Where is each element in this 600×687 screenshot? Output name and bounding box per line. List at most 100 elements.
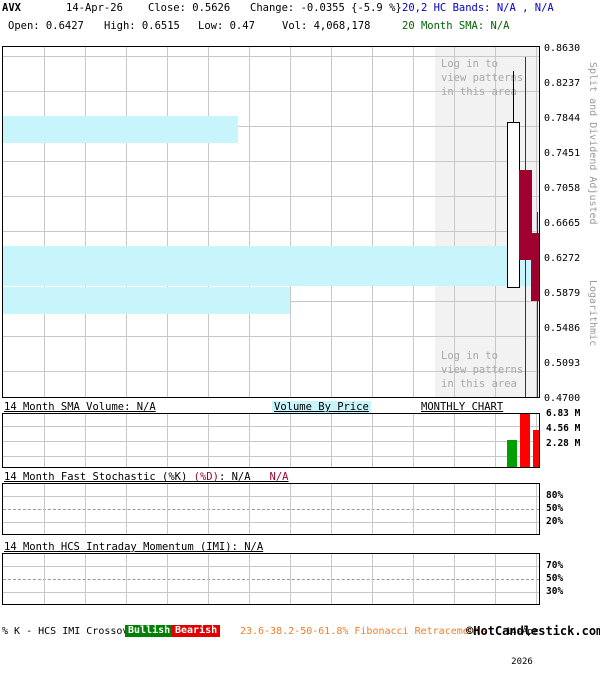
gridline-v (126, 484, 127, 534)
gridline-v (536, 554, 537, 604)
gridline-v (331, 554, 332, 604)
gridline-h (3, 126, 539, 127)
chart-period-label: MONTHLY CHART (421, 401, 504, 413)
imi-panel-title: 14 Month HCS Intraday Momentum (IMI): N/… (4, 541, 264, 553)
gridline-v (290, 484, 291, 534)
gridline-v (167, 484, 168, 534)
brand-watermark: ©HotCandlestick.com (466, 624, 600, 638)
gridline-v (454, 554, 455, 604)
x-axis-date-line2: 2026 (511, 657, 533, 667)
gridline-v (208, 484, 209, 534)
gridline-h (3, 196, 539, 197)
gridline-h (3, 522, 539, 523)
stock-chart-app: AVX 14-Apr-26 Close: 0.5626 Change: -0.0… (0, 2, 600, 667)
price-tick-label: 0.5879 (544, 288, 581, 299)
gridline-v (44, 47, 45, 397)
gridline-v (44, 554, 45, 604)
stoch-title-part-val: : N/A (218, 471, 270, 483)
price-tick-label: 0.7844 (544, 113, 581, 124)
gridline-v (126, 554, 127, 604)
gridline-h (3, 231, 539, 232)
gridline-h (3, 336, 539, 337)
gridline-v (372, 47, 373, 397)
gridline-v (331, 414, 332, 467)
axis-caption-logarithmic: Logarithmic (587, 280, 598, 347)
gridline-v (85, 554, 86, 604)
volume-panel-title: 14 Month SMA Volume: N/A (4, 401, 156, 413)
midline-50 (3, 509, 539, 510)
gridline-v (290, 554, 291, 604)
price-tick-label: 0.6272 (544, 253, 581, 264)
ticker-symbol: AVX (2, 2, 21, 14)
price-tick-label: 0.4700 (544, 393, 581, 404)
gridline-v (372, 414, 373, 467)
candle-body (531, 233, 539, 301)
gridline-v (208, 414, 209, 467)
volume-bar (520, 414, 530, 467)
bullish-badge[interactable]: Bullish (125, 625, 174, 637)
x-axis-date-label: 14-Apr 2026 (500, 607, 544, 687)
gridline-v (85, 484, 86, 534)
gridline-v (495, 554, 496, 604)
gridline-v (372, 554, 373, 604)
close-value: Close: 0.5626 (148, 2, 231, 14)
price-tick-label: 0.6665 (544, 218, 581, 229)
gridline-v (413, 414, 414, 467)
axis-caption-adjusted: Split and Dividend Adjusted (587, 62, 598, 225)
footer-legend: % K - HCS IMI Crossover, Bullish Bearish… (0, 624, 600, 640)
price-tick-label: 0.5486 (544, 323, 581, 334)
gridline-v (44, 414, 45, 467)
gridline-v (249, 484, 250, 534)
gridline-v (85, 414, 86, 467)
gridline-v (126, 414, 127, 467)
fibonacci-legend-label: 23.6-38.2-50-61.8% Fibonacci Retracement… (240, 626, 487, 637)
gridline-v (372, 484, 373, 534)
price-tick-label: 0.5093 (544, 358, 581, 369)
stochastic-chart-panel[interactable] (2, 483, 540, 535)
stochastic-tick-label: 80% (546, 490, 564, 501)
gridline-v (536, 484, 537, 534)
change-value: Change: -0.0355 {-5.9 %} (250, 2, 402, 14)
volume-tick-label: 6.83 M (546, 408, 581, 419)
price-y-axis: 0.8630 0.8237 0.7844 0.7451 0.7058 0.666… (544, 43, 600, 404)
gridline-h (3, 161, 539, 162)
imi-tick-label: 50% (546, 573, 564, 584)
gridline-v (495, 484, 496, 534)
gridline-v (290, 414, 291, 467)
gridline-h (3, 426, 539, 427)
stoch-title-part-d: (%D) (193, 471, 219, 483)
gridline-v (454, 484, 455, 534)
gridline-v (331, 484, 332, 534)
gridline-v (126, 47, 127, 397)
volume-tick-label: 4.56 M (546, 423, 581, 434)
volume-by-price-legend: Volume By Price (272, 401, 371, 413)
price-chart-panel[interactable]: Log in to view patterns in this area Log… (2, 46, 540, 398)
gridline-h (3, 456, 539, 457)
volume-chart-panel[interactable] (2, 413, 540, 468)
gridline-v (495, 47, 496, 397)
low-value: Low: 0.47 (198, 20, 255, 32)
login-watermark-bottom[interactable]: Log in to view patterns in this area (441, 350, 524, 390)
gridline-v (249, 414, 250, 467)
gridline-v (454, 47, 455, 397)
price-tick-label: 0.7058 (544, 183, 581, 194)
gridline-v (167, 414, 168, 467)
gridline-h (3, 91, 539, 92)
gridline-v (290, 47, 291, 397)
volume-by-price-bar (3, 116, 238, 143)
price-tick-label: 0.7451 (544, 148, 581, 159)
gridline-v (536, 47, 537, 397)
stochastic-panel-title: 14 Month Fast Stochastic (%K) (%D): N/A … (4, 471, 289, 483)
gridline-v (454, 414, 455, 467)
gridline-h (3, 496, 539, 497)
gridline-v (249, 554, 250, 604)
gridline-v (167, 554, 168, 604)
gridline-h (3, 592, 539, 593)
login-watermark-top[interactable]: Log in to view patterns in this area (441, 58, 524, 98)
x-axis-date-line1: 14-Apr (505, 627, 539, 637)
imi-chart-panel[interactable] (2, 553, 540, 605)
gridline-v (85, 47, 86, 397)
gridline-v (208, 47, 209, 397)
stoch-title-part-val2: N/A (269, 471, 289, 483)
bearish-badge[interactable]: Bearish (172, 625, 221, 637)
